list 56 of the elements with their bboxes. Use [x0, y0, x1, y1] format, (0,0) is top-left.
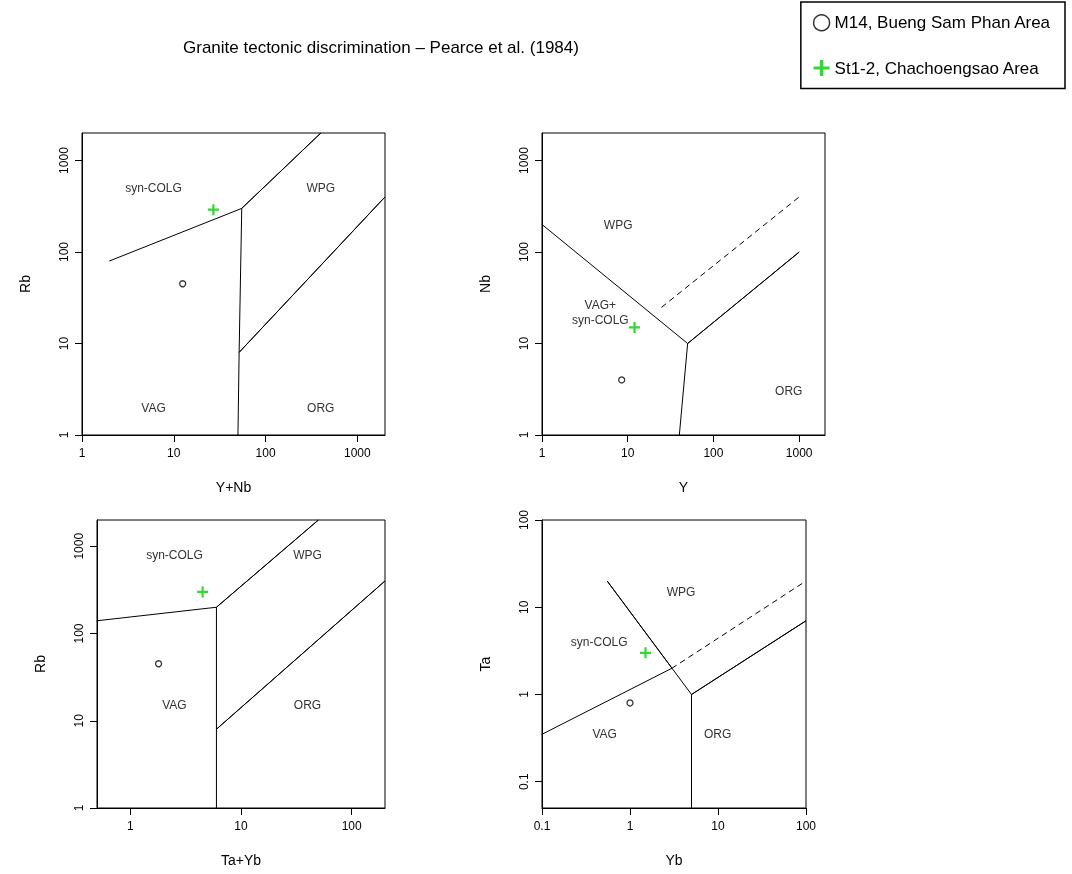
- x-axis-title: Y+Nb: [215, 479, 252, 495]
- x-axis-title: Ta+Yb: [220, 852, 262, 868]
- y-axis-title: Nb: [477, 274, 493, 293]
- x-tick-label: 1: [538, 446, 546, 460]
- y-tick-label: 100: [517, 241, 531, 263]
- x-tick-label: 100: [795, 819, 817, 833]
- annotation: syn-COLG: [146, 547, 203, 562]
- y-tick-label: 1: [517, 690, 531, 698]
- annotation: syn-COLG: [570, 635, 628, 650]
- y-axis-title: Rb: [32, 654, 48, 673]
- annotation: ORG: [703, 727, 732, 742]
- x-tick-label: 10: [234, 819, 248, 833]
- annotation: WPG: [603, 217, 633, 232]
- y-tick-label: 10: [57, 336, 71, 351]
- y-tick-label: 10: [517, 600, 531, 614]
- annotation: WPG: [306, 180, 336, 195]
- annotation: VAG+ syn-COLG: [571, 297, 629, 327]
- x-tick-label: 1000: [344, 446, 372, 460]
- x-tick-label: 1: [626, 819, 634, 833]
- x-axis-title: Y: [678, 479, 689, 495]
- x-axis-title: Yb: [665, 852, 683, 868]
- annotation: VAG: [162, 698, 187, 713]
- y-axis-title: Ta: [477, 656, 493, 672]
- y-tick-label: 100: [57, 241, 71, 263]
- x-tick-label: 100: [703, 446, 724, 460]
- chart-title: Granite tectonic discrimination – Pearce et al. (1984): [183, 38, 579, 57]
- annotation: VAG: [141, 400, 166, 415]
- x-tick-label: 100: [255, 446, 276, 460]
- x-tick-label: 10: [167, 446, 181, 460]
- legend-label: St1-2, Chachoengsao Area: [834, 58, 1040, 78]
- legend-label: M14, Bueng Sam Phan Area: [834, 13, 1051, 33]
- x-tick-label: 10: [711, 819, 725, 833]
- annotation: ORG: [293, 698, 322, 713]
- y-tick-label: 1: [517, 431, 531, 439]
- y-tick-label: 10: [517, 336, 531, 351]
- annotation: WPG: [293, 547, 322, 562]
- annotation: VAG: [592, 727, 617, 742]
- x-tick-label: 1: [126, 819, 134, 833]
- y-tick-label: 100: [72, 623, 86, 644]
- y-tick-label: 0.1: [517, 773, 531, 791]
- y-tick-label: 1: [72, 804, 86, 812]
- annotation: syn-COLG: [125, 180, 182, 195]
- y-tick-label: 1000: [72, 532, 86, 560]
- x-tick-label: 10: [621, 446, 635, 460]
- y-tick-label: 1000: [57, 146, 71, 174]
- x-tick-label: 1000: [785, 446, 813, 460]
- x-tick-label: 100: [341, 819, 363, 833]
- y-tick-label: 1000: [517, 146, 531, 174]
- y-tick-label: 1: [57, 431, 71, 439]
- y-axis-title: Rb: [17, 274, 33, 293]
- x-tick-label: 0.1: [533, 819, 551, 833]
- annotation: ORG: [307, 400, 335, 415]
- annotation: ORG: [775, 384, 803, 399]
- y-tick-label: 100: [517, 509, 531, 531]
- annotation: WPG: [666, 585, 696, 599]
- y-tick-label: 10: [72, 713, 86, 728]
